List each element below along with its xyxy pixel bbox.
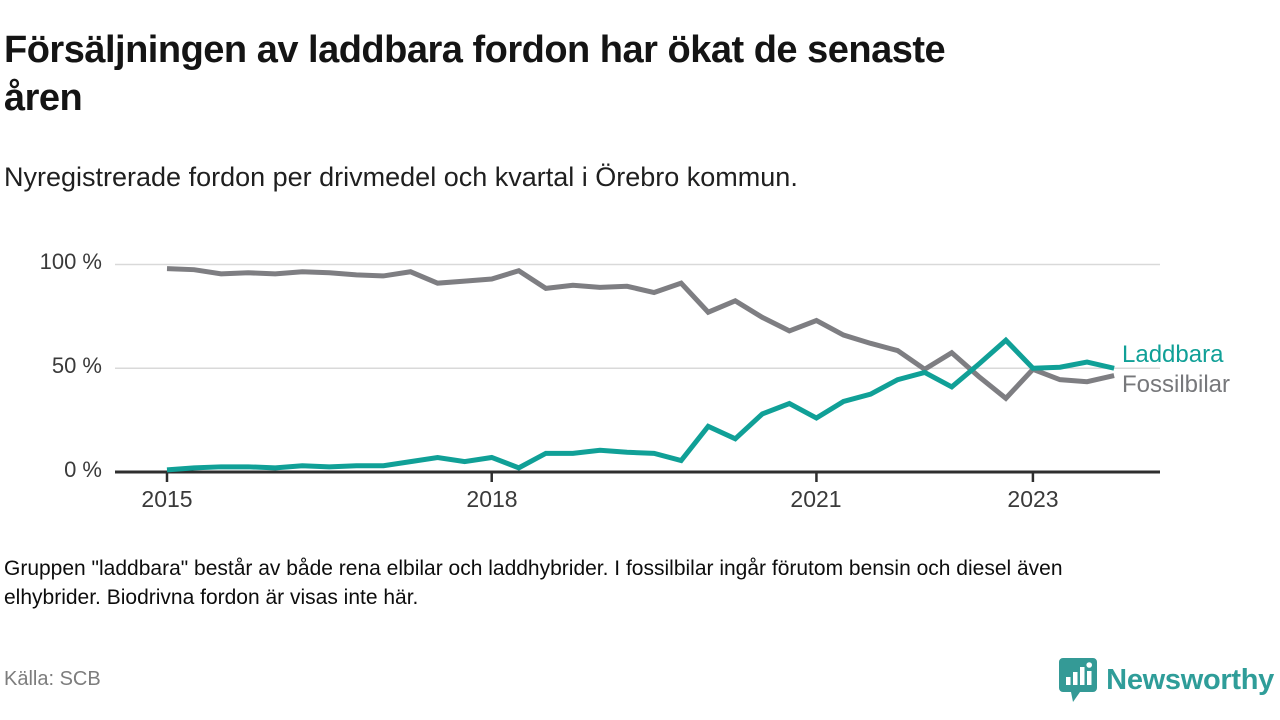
series-label-laddbara: Laddbara <box>1122 341 1224 368</box>
brand-name: Newsworthy <box>1106 663 1274 696</box>
x-axis-tick-2023: 2023 <box>1007 486 1059 512</box>
chart-subtitle: Nyregistrerade fordon per drivmedel och … <box>4 162 798 192</box>
newsworthy-logo: Newsworthy <box>1058 656 1274 704</box>
page-title-line-1: Försäljningen av laddbara fordon har öka… <box>4 29 946 71</box>
y-axis-tick-50: 50 % <box>51 353 102 378</box>
x-axis-tick-2021: 2021 <box>790 486 842 512</box>
series-label-fossilbilar: Fossilbilar <box>1122 371 1231 398</box>
footnote-line-1: Gruppen "laddbara" består av både rena e… <box>4 557 1063 580</box>
bar-chart-bubble-icon <box>1059 658 1098 702</box>
page-title: Försäljningen av laddbara fordon har öka… <box>4 26 1264 122</box>
footnote-line-2: elhybrider. Biodrivna fordon är visas in… <box>4 586 419 609</box>
source-label: Källa: SCB <box>4 668 101 690</box>
chart-footnote: Gruppen "laddbara" består av både rena e… <box>4 554 1254 612</box>
line-chart <box>115 263 1160 482</box>
y-axis-tick-100: 100 % <box>39 249 102 274</box>
x-axis-tick-2018: 2018 <box>466 486 518 512</box>
x-axis-tick-2015: 2015 <box>141 486 193 512</box>
y-axis-tick-0: 0 % <box>64 457 102 482</box>
page-title-line-2: åren <box>4 77 83 119</box>
